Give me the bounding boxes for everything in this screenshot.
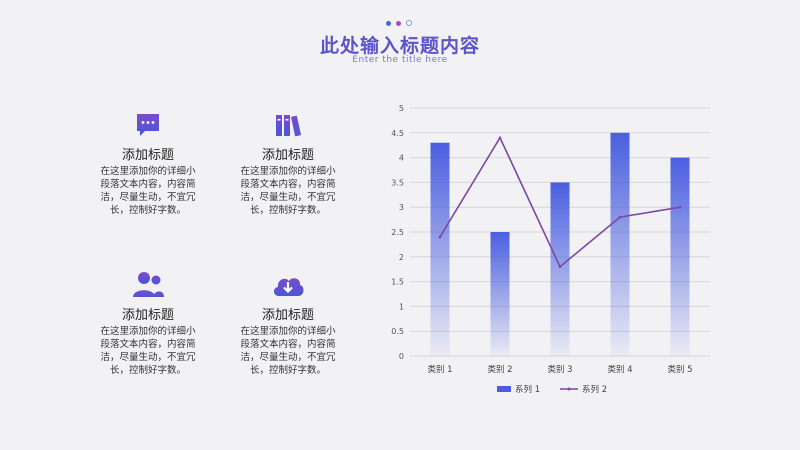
bar xyxy=(610,132,630,356)
feature-card-4: 添加标题 在这里添加你的详细小段落文本内容，内容简洁，尽量生动，不宜冗长，控制好… xyxy=(228,268,348,377)
chat-bubble-icon xyxy=(88,108,208,138)
y-tick-label: 5 xyxy=(399,104,404,113)
y-tick-label: 0 xyxy=(399,352,404,361)
feature-title-1: 添加标题 xyxy=(121,148,174,163)
legend-label: 系列 2 xyxy=(582,384,607,395)
bar xyxy=(430,142,450,356)
legend-label: 系列 1 xyxy=(515,384,540,395)
dot-3 xyxy=(406,20,412,26)
legend-swatch-point xyxy=(567,387,571,391)
y-tick-label: 4.5 xyxy=(391,129,404,138)
y-tick-label: 2 xyxy=(399,253,404,262)
combo-chart: 00.511.522.533.544.55 类别 1 类别 2 类别 3 类别 4 类别… xyxy=(391,104,710,395)
y-tick-label: 1 xyxy=(399,302,404,311)
line-point xyxy=(498,136,502,140)
x-tick-label: 类别 3 xyxy=(547,364,572,375)
x-tick-label: 类别 2 xyxy=(487,364,512,375)
title-dots xyxy=(386,20,412,26)
bar xyxy=(550,182,570,356)
chart-legend: 系列 1 系列 2 xyxy=(497,384,607,395)
feature-title-2: 添加标题 xyxy=(261,148,314,163)
x-axis-ticks: 类别 1 类别 2 类别 3 类别 4 类别 5 xyxy=(427,364,692,375)
feature-desc-3: 在这里添加你的详细小段落文本内容，内容简洁，尽量生动，不宜冗长，控制好字数。 xyxy=(100,326,196,376)
x-tick-label: 类别 4 xyxy=(607,364,632,375)
cloud-download-icon xyxy=(228,268,348,298)
line-point xyxy=(558,265,562,269)
feature-desc-4: 在这里添加你的详细小段落文本内容，内容简洁，尽量生动，不宜冗长，控制好字数。 xyxy=(240,326,336,376)
page-subtitle: Enter the title here xyxy=(352,55,448,65)
line-point xyxy=(678,205,682,209)
y-tick-label: 3 xyxy=(399,203,404,212)
bar xyxy=(670,157,690,356)
feature-desc-2: 在这里添加你的详细小段落文本内容，内容简洁，尽量生动，不宜冗长，控制好字数。 xyxy=(240,166,336,216)
y-tick-label: 1.5 xyxy=(391,278,404,287)
books-icon xyxy=(228,108,348,138)
bar xyxy=(490,232,510,356)
dot-1 xyxy=(386,20,391,26)
feature-card-2: 添加标题 在这里添加你的详细小段落文本内容，内容简洁，尽量生动，不宜冗长，控制好… xyxy=(228,108,348,217)
line-series xyxy=(438,136,682,269)
page-title: 此处输入标题内容 xyxy=(319,35,480,57)
line-point xyxy=(618,215,622,219)
y-tick-label: 2.5 xyxy=(391,228,404,237)
dot-2 xyxy=(396,20,401,26)
legend-swatch-bar xyxy=(497,386,511,392)
feature-desc-1: 在这里添加你的详细小段落文本内容，内容简洁，尽量生动，不宜冗长，控制好字数。 xyxy=(100,166,196,216)
users-icon xyxy=(88,268,208,298)
feature-card-3: 添加标题 在这里添加你的详细小段落文本内容，内容简洁，尽量生动，不宜冗长，控制好… xyxy=(88,268,208,377)
feature-card-1: 添加标题 在这里添加你的详细小段落文本内容，内容简洁，尽量生动，不宜冗长，控制好… xyxy=(88,108,208,217)
x-tick-label: 类别 1 xyxy=(427,364,452,375)
y-tick-label: 3.5 xyxy=(391,178,404,187)
y-tick-label: 4 xyxy=(399,154,404,163)
x-tick-label: 类别 5 xyxy=(667,364,692,375)
line-point xyxy=(438,235,442,239)
y-tick-label: 0.5 xyxy=(391,327,404,336)
feature-title-3: 添加标题 xyxy=(121,308,174,323)
feature-title-4: 添加标题 xyxy=(261,308,314,323)
bar-series xyxy=(430,132,690,356)
y-axis-ticks: 0 0.5 1 1.5 2 2.5 3 3.5 4 4.5 5 xyxy=(391,104,404,361)
